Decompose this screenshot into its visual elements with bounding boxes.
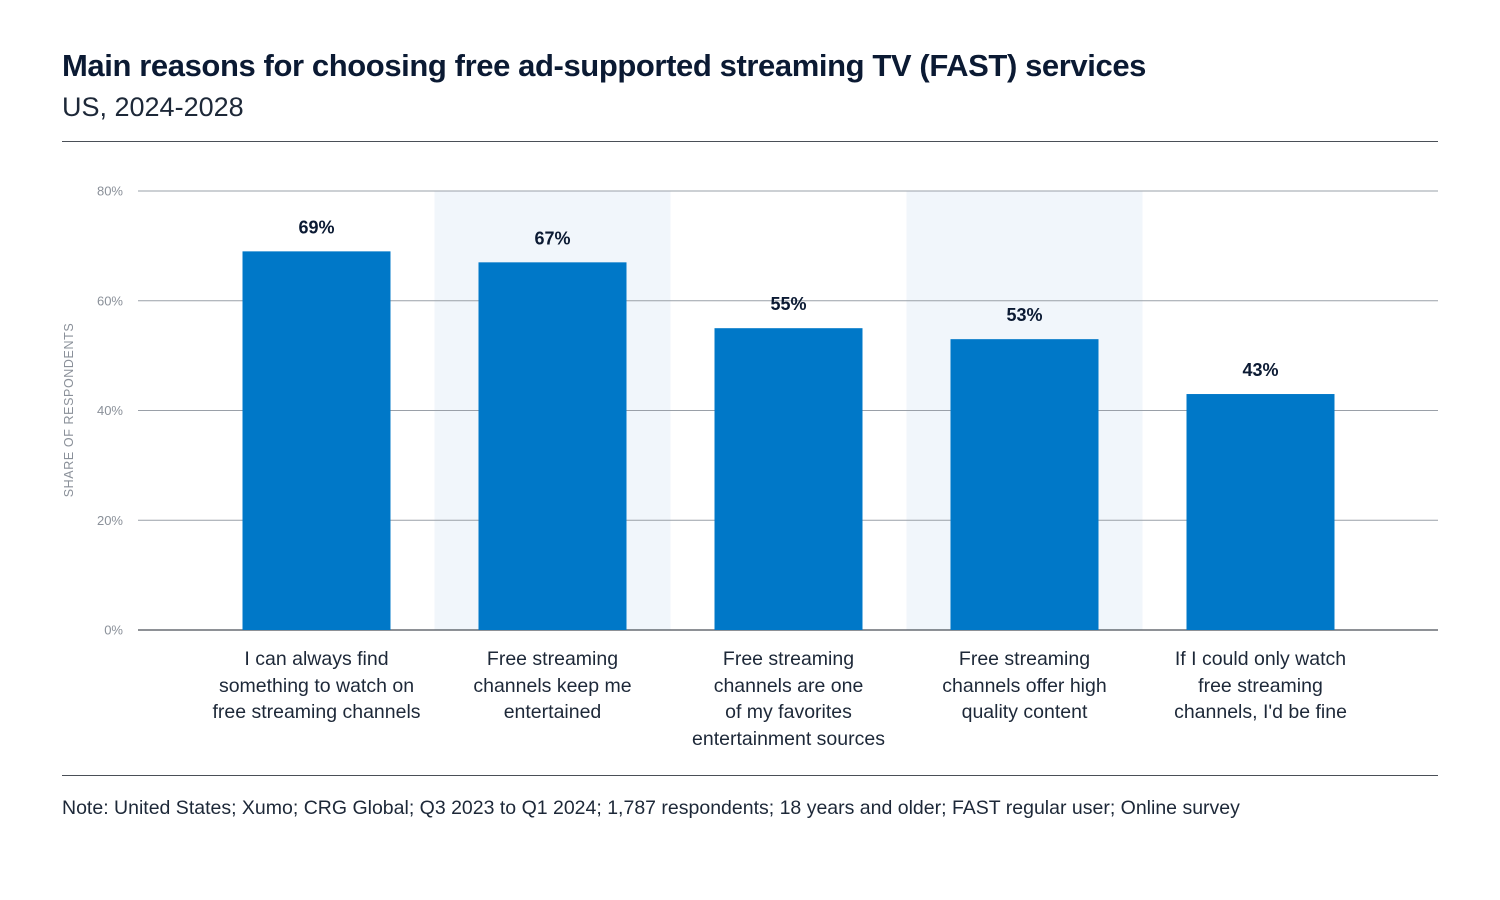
bar-3	[714, 328, 863, 630]
chart-subtitle: US, 2024-2028	[62, 92, 244, 122]
footnote: Note: United States; Xumo; CRG Global; Q…	[62, 797, 1240, 819]
x-tick-label-2: Free streaming channels keep me entertai…	[473, 648, 632, 723]
x-tick-label-1: I can always find something to watch on …	[212, 648, 421, 723]
bar-5	[1186, 394, 1335, 630]
top-divider	[62, 141, 1438, 142]
data-label-2: 67%	[534, 228, 570, 248]
y-tick-label: 80%	[97, 184, 123, 199]
bar-2	[478, 262, 627, 630]
x-tick-label-3: Free streaming channels are one of my fa…	[692, 648, 885, 750]
y-tick-label: 0%	[104, 623, 123, 638]
x-tick-label-5: If I could only watch free streaming cha…	[1174, 648, 1347, 723]
bottom-divider	[62, 775, 1438, 776]
y-tick-label: 40%	[97, 403, 123, 418]
data-label-5: 43%	[1242, 360, 1278, 380]
y-tick-label: 60%	[97, 293, 123, 308]
data-label-3: 55%	[770, 294, 806, 314]
bar-4	[950, 339, 1099, 630]
x-tick-label-4: Free streaming channels offer high quali…	[942, 648, 1107, 723]
chart-title: Main reasons for choosing free ad-suppor…	[62, 48, 1147, 83]
data-label-1: 69%	[298, 217, 334, 237]
y-tick-label: 20%	[97, 513, 123, 528]
bar-1	[242, 251, 391, 631]
data-label-4: 53%	[1006, 305, 1042, 325]
